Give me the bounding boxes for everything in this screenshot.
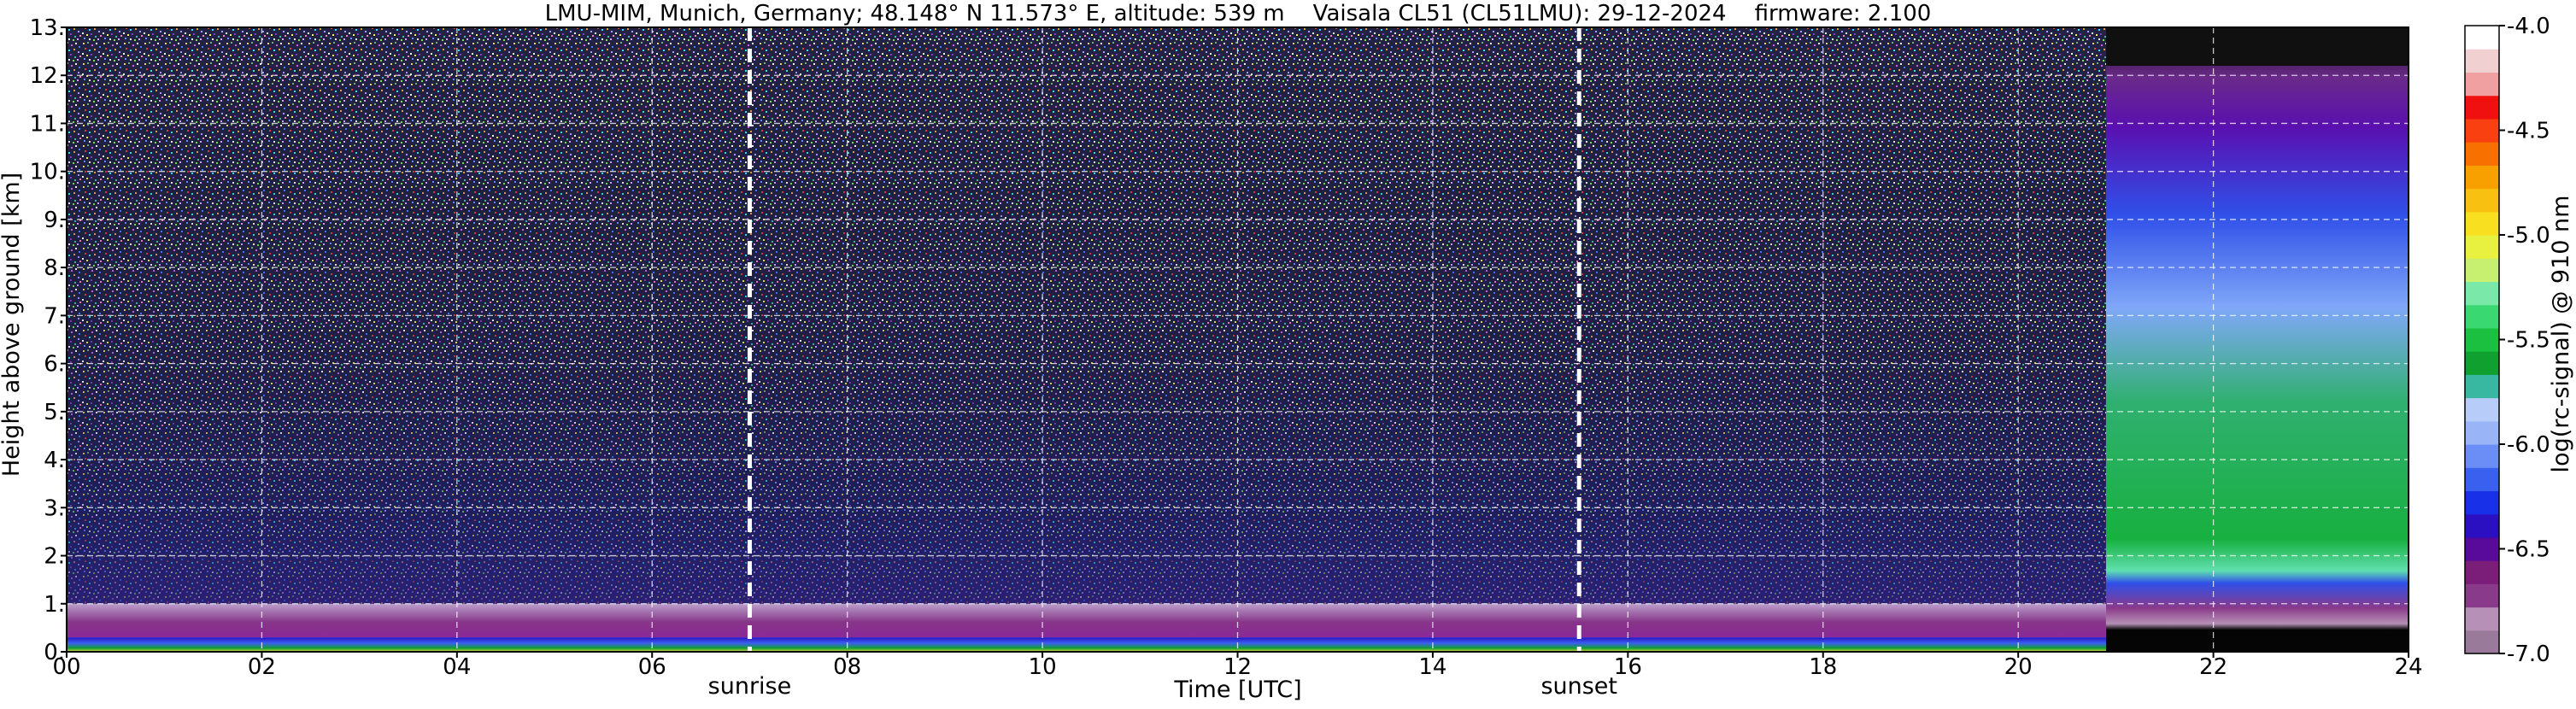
colorbar-tick-label: -4.0 (2507, 14, 2550, 39)
colorbar-swatch (2465, 142, 2499, 166)
colorbar-label: log(rc-signal) @ 910 nm (2548, 196, 2574, 473)
colorbar-swatch (2465, 327, 2499, 352)
x-tick-label: 18 (1809, 654, 1837, 680)
colorbar-swatch (2465, 467, 2499, 492)
y-tick-label: 5. (44, 400, 65, 425)
colorbar-swatch (2465, 211, 2499, 236)
x-tick-label: 04 (443, 654, 471, 680)
x-axis-label: Time [UTC] (1173, 677, 1301, 703)
colorbar-tick-label: -6.0 (2507, 432, 2550, 458)
colorbar-swatch (2465, 235, 2499, 259)
region-cloud-precipitation (2105, 27, 2409, 652)
colorbar-tick-label: -4.5 (2507, 119, 2550, 144)
sunset-label: sunset (1540, 673, 1617, 700)
y-tick-label: 13. (30, 15, 65, 41)
colorbar-swatch (2465, 560, 2499, 584)
x-tick-label: 20 (2004, 654, 2033, 680)
colorbar-swatch (2465, 351, 2499, 375)
colorbar-tick-label: -5.0 (2507, 223, 2550, 249)
x-tick-label: 02 (248, 654, 276, 680)
x-tick-label: 24 (2394, 654, 2422, 680)
sunrise-label: sunrise (708, 673, 792, 700)
axes: 0. 1. 2. 3. 4. 5. 6. 7. 8. 9. 10. 11. 12. 13. 00 02 04 06… (30, 15, 2423, 680)
x-tick-label: 00 (52, 654, 80, 680)
colorbar: -4.0 -4.5 -5.0 -5.5 -6.0 -6.5 -7.0 (2464, 14, 2550, 667)
sun-markers: sunrise sunset (708, 27, 1617, 700)
colorbar-swatch (2465, 26, 2499, 50)
grid (67, 27, 2409, 652)
colorbar-swatch (2465, 397, 2499, 422)
colorbar-swatch (2465, 536, 2499, 561)
y-tick-label: 10. (30, 160, 65, 185)
colorbar-swatch (2465, 281, 2499, 306)
region-surface-aerosol-layer (67, 637, 2106, 652)
y-tick-label: 11. (30, 111, 65, 137)
x-tick-label: 12 (1223, 654, 1252, 680)
y-tick-label: 12. (30, 63, 65, 89)
x-tick-label: 06 (638, 654, 666, 680)
region-boundary-layer (67, 603, 2106, 638)
colorbar-swatch (2465, 630, 2499, 654)
colorbar-swatch (2465, 165, 2499, 190)
colorbar-tick-label: -5.5 (2507, 328, 2550, 354)
y-tick-label: 3. (44, 495, 65, 521)
x-tick-label: 08 (833, 654, 861, 680)
chart-title: LMU-MIM, Munich, Germany; 48.148° N 11.5… (545, 1, 1932, 26)
colorbar-swatch (2465, 420, 2499, 445)
y-tick-label: 7. (44, 303, 65, 329)
colorbar-swatch (2465, 118, 2499, 143)
y-tick-label: 0. (44, 640, 65, 665)
region-cloud-upper-dark (2105, 27, 2409, 66)
x-tick-label: 16 (1614, 654, 1642, 680)
colorbar-swatch (2465, 304, 2499, 329)
y-tick-label: 8. (44, 255, 65, 281)
colorbar-swatch (2465, 72, 2499, 97)
x-tick-label: 22 (2199, 654, 2227, 680)
colorbar-tick-label: -7.0 (2507, 642, 2550, 667)
y-tick-label: 4. (44, 448, 65, 473)
colorbar-swatch (2465, 513, 2499, 538)
colorbar-tick-label: -6.5 (2507, 537, 2550, 563)
x-tick-label: 14 (1418, 654, 1446, 680)
colorbar-swatch (2465, 490, 2499, 515)
colorbar-swatch (2465, 258, 2499, 283)
colorbar-swatch (2465, 95, 2499, 120)
colorbar-swatch (2465, 606, 2499, 631)
colorbar-swatch (2465, 583, 2499, 608)
y-axis-label: Height above ground [km] (0, 173, 25, 477)
colorbar-swatch (2465, 444, 2499, 468)
colorbar-swatch (2465, 188, 2499, 213)
y-tick-label: 2. (44, 544, 65, 570)
y-tick-label: 1. (44, 592, 65, 618)
colorbar-swatch (2465, 49, 2499, 73)
y-tick-label: 9. (44, 208, 65, 233)
y-tick-label: 6. (44, 352, 65, 378)
x-tick-label: 10 (1029, 654, 1057, 680)
colorbar-swatch (2465, 374, 2499, 399)
